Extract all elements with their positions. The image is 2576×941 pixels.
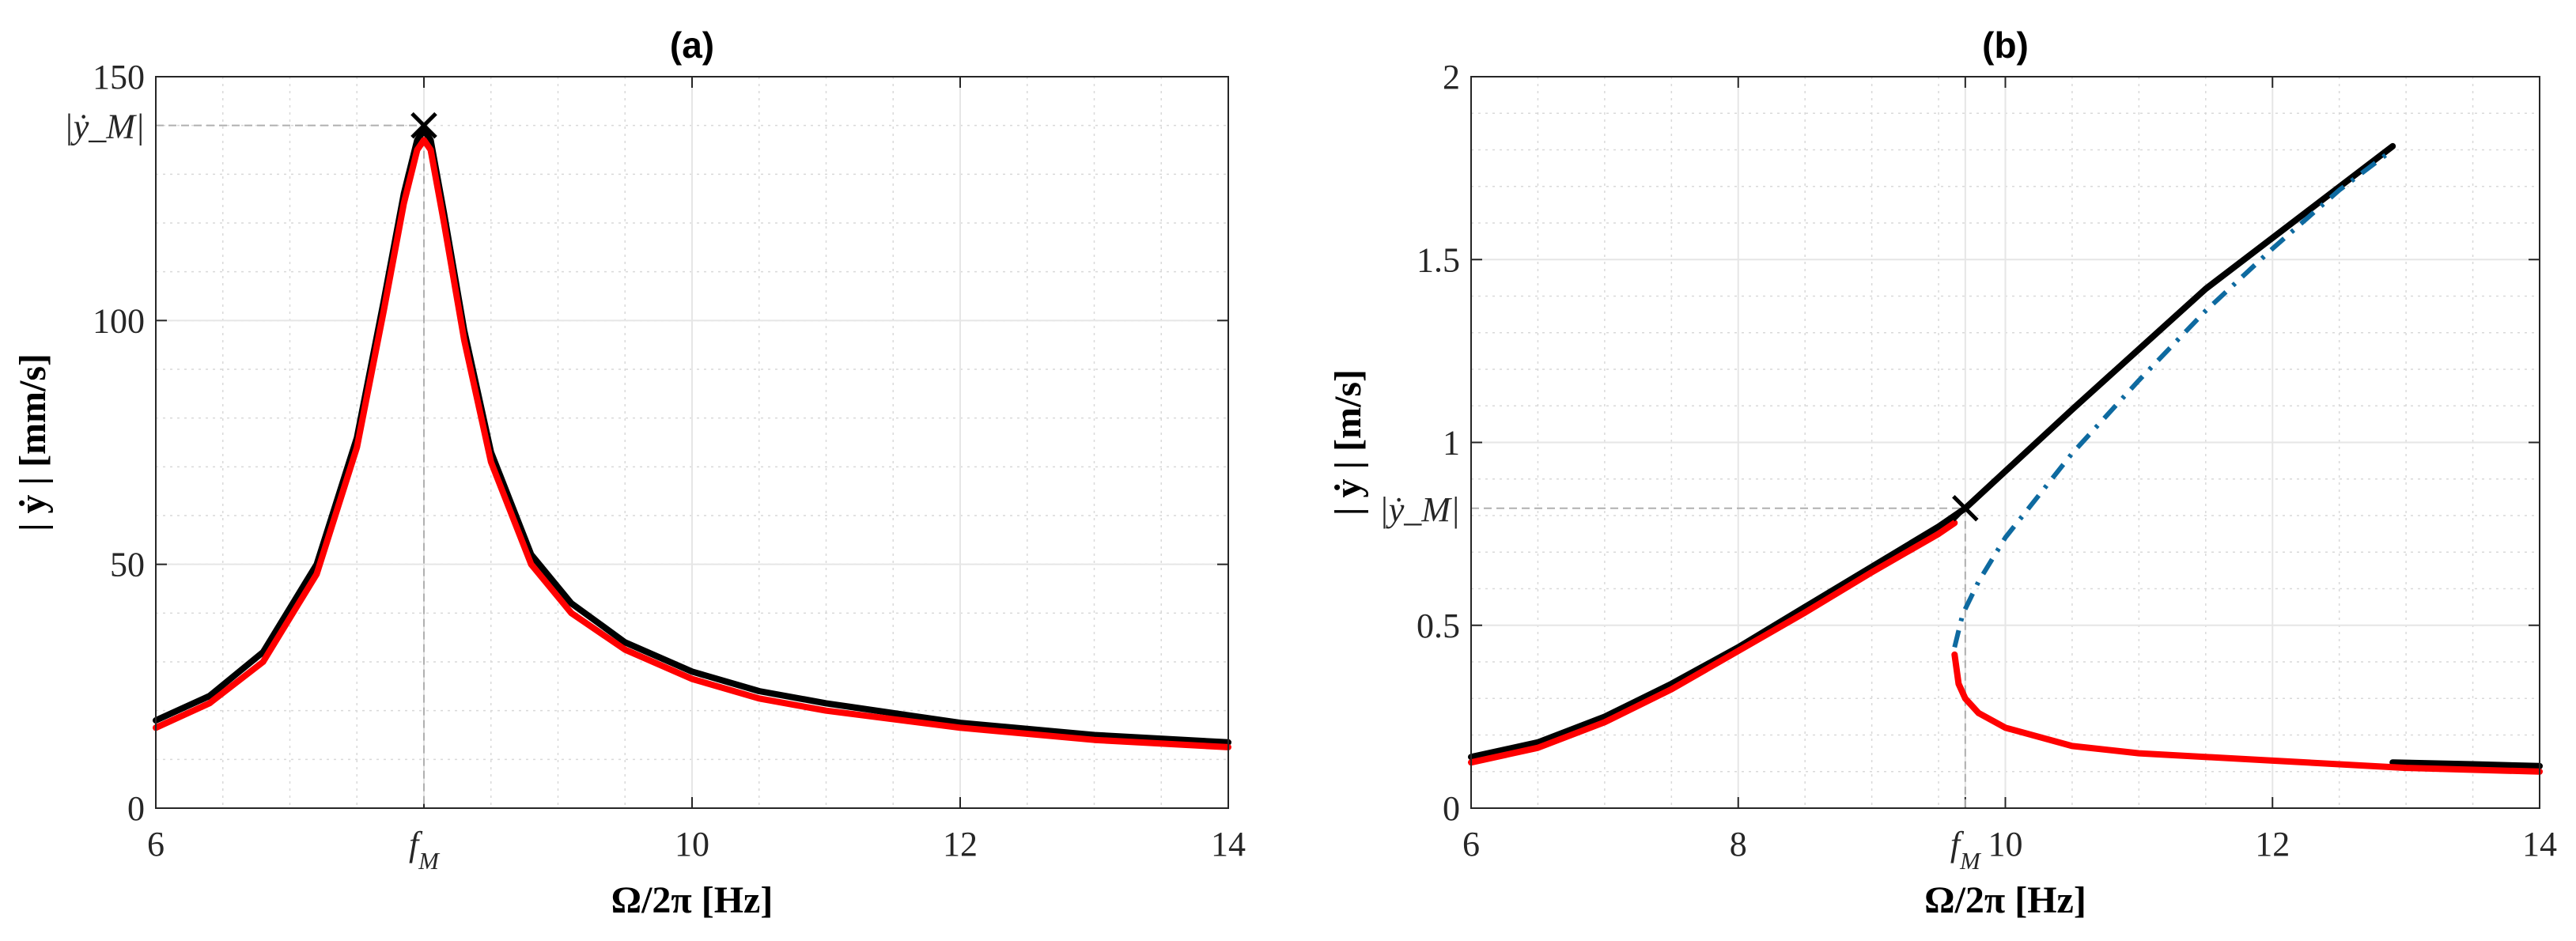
series-line-2 <box>1468 520 1958 766</box>
y-tick-label: 0.5 <box>1417 607 1460 645</box>
series-line-1 <box>2389 759 2543 769</box>
x-tick-label: 8 <box>1730 825 1747 864</box>
y-tick-label: 1 <box>1443 424 1460 463</box>
x-tick-label: 10 <box>1988 825 2023 864</box>
panel-title: (a) <box>670 25 714 66</box>
x-tick-label: fM <box>409 825 441 875</box>
y-axis-label: | ẏ | [m/s] <box>1327 369 1369 516</box>
axes-box <box>155 76 1229 809</box>
peak-marker <box>1952 494 1979 522</box>
y-tick-label: 50 <box>110 546 145 584</box>
series-line-1 <box>153 137 1231 750</box>
x-tick-label: 12 <box>2255 825 2290 864</box>
y-tick-label: 2 <box>1443 58 1460 96</box>
y-tick-label: 1.5 <box>1417 240 1460 279</box>
y-tick-label: 150 <box>93 58 145 96</box>
x-tick-label: 6 <box>147 825 165 864</box>
x-tick-label: 12 <box>943 825 978 864</box>
y-tick-label: 0 <box>127 789 145 828</box>
marker-y-label: |ẏ_M| <box>1379 490 1460 529</box>
marker-y-label: |ẏ_M| <box>64 108 145 146</box>
panel-b: 6 8 fM 10 12 14 0 0.5 1 1.5 2 |ẏ_M| (b) Ω/2π [Hz] | ẏ … <box>1327 25 2557 921</box>
x-axis-label: Ω/2π [Hz] <box>1924 879 2086 921</box>
panel-title: (b) <box>1982 25 2029 66</box>
y-tick-label: 100 <box>93 301 145 340</box>
x-tick-label: 14 <box>2522 825 2557 864</box>
x-axis-label: Ω/2π [Hz] <box>611 879 774 921</box>
x-tick-label: 14 <box>1211 825 1246 864</box>
y-axis-label: | ẏ | [mm/s] <box>12 353 54 531</box>
series-line-0 <box>1468 142 2396 761</box>
axes-box <box>1470 76 2540 809</box>
x-tick-label: fM <box>1950 825 1982 875</box>
x-tick-label: 10 <box>675 825 709 864</box>
series-line-4 <box>1952 148 2395 648</box>
series-line-3 <box>1951 651 2543 775</box>
peak-marker <box>410 111 437 139</box>
panel-a: 6 fM 10 12 14 0 50 100 150 |ẏ_M| (a) Ω/2π [Hz] | ẏ |… <box>12 25 1246 921</box>
y-tick-label: 0 <box>1443 789 1460 828</box>
x-tick-label: 6 <box>1462 825 1480 864</box>
